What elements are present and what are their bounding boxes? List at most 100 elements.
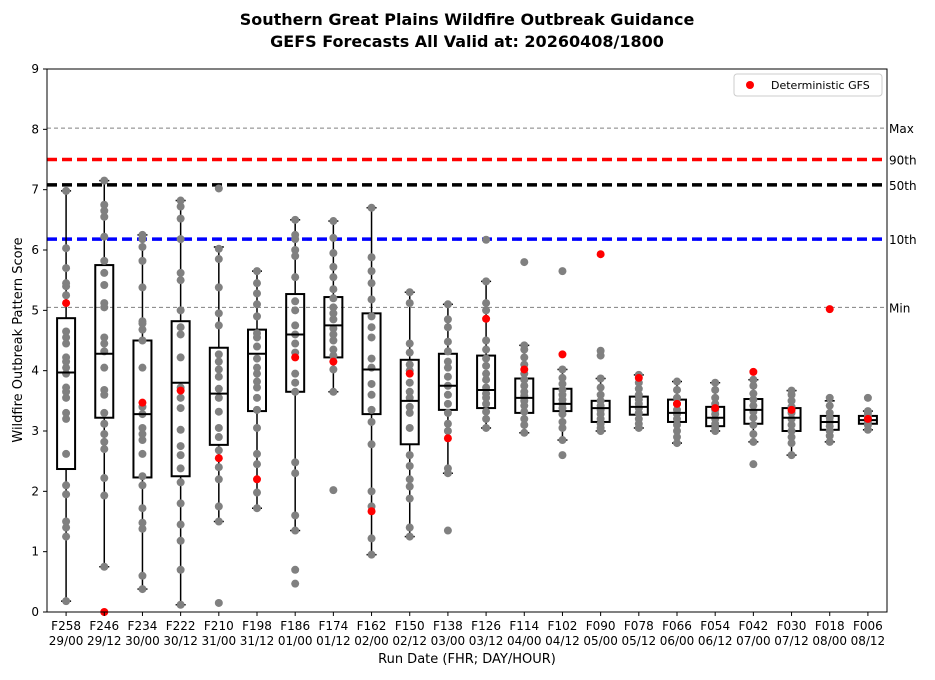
member-point bbox=[367, 203, 376, 212]
y-axis: 0 1 2 3 4 5 6 7 8 9 bbox=[31, 62, 47, 619]
member-point bbox=[214, 321, 223, 330]
y-tick-label: 9 bbox=[31, 62, 39, 76]
member-point bbox=[214, 309, 223, 318]
member-point bbox=[482, 306, 491, 315]
member-point bbox=[100, 445, 109, 454]
member-point bbox=[214, 407, 223, 416]
member-point bbox=[749, 413, 758, 422]
member-point bbox=[558, 417, 567, 426]
gfs-point bbox=[711, 404, 720, 413]
member-point bbox=[329, 273, 338, 282]
member-point bbox=[100, 363, 109, 372]
member-point bbox=[367, 333, 376, 342]
y-axis-label: Wildfire Outbreak Pattern Score bbox=[11, 237, 26, 442]
reference-label-10th: 10th bbox=[889, 233, 917, 247]
member-point bbox=[558, 423, 567, 432]
member-point bbox=[405, 402, 414, 411]
gfs-point bbox=[673, 399, 681, 408]
member-point bbox=[62, 408, 71, 417]
member-point bbox=[596, 390, 605, 399]
gfs-point bbox=[787, 405, 796, 414]
gfs-point bbox=[863, 414, 872, 423]
gfs-point bbox=[520, 365, 529, 374]
member-point bbox=[329, 233, 338, 242]
member-point bbox=[214, 423, 223, 432]
member-point bbox=[558, 379, 567, 388]
member-point bbox=[62, 327, 71, 336]
member-point bbox=[62, 597, 71, 606]
member-point bbox=[176, 323, 185, 332]
member-point bbox=[443, 337, 452, 346]
x-tick-label-fhr: F090 bbox=[586, 619, 616, 633]
member-point bbox=[405, 408, 414, 417]
member-point bbox=[62, 333, 71, 342]
member-point bbox=[329, 262, 338, 271]
reference-label-90th: 90th bbox=[889, 154, 917, 168]
member-point bbox=[138, 571, 147, 580]
member-point bbox=[749, 420, 758, 429]
member-point bbox=[100, 256, 109, 265]
x-tick-label-fhr: F078 bbox=[624, 619, 654, 633]
member-point bbox=[749, 389, 758, 398]
member-point bbox=[367, 550, 376, 559]
member-point bbox=[176, 276, 185, 285]
member-point bbox=[443, 323, 452, 332]
member-point bbox=[520, 375, 529, 384]
member-point bbox=[291, 378, 300, 387]
member-point bbox=[482, 423, 491, 432]
member-point bbox=[100, 232, 109, 241]
member-point bbox=[520, 407, 529, 416]
reference-label-min: Min bbox=[889, 301, 910, 315]
member-point bbox=[100, 419, 109, 428]
x-axis-label: Run Date (FHR; DAY/HOUR) bbox=[378, 652, 556, 667]
member-point bbox=[367, 323, 376, 332]
member-point bbox=[749, 375, 758, 384]
member-point bbox=[138, 423, 147, 432]
member-point bbox=[100, 408, 109, 417]
member-point bbox=[214, 365, 223, 374]
x-tick-label-date: 29/00 bbox=[49, 634, 84, 648]
member-point bbox=[176, 536, 185, 545]
member-point bbox=[291, 252, 300, 261]
member-point bbox=[138, 230, 147, 239]
y-tick-label: 2 bbox=[31, 484, 39, 498]
gfs-point bbox=[62, 299, 71, 308]
member-point bbox=[405, 461, 414, 470]
x-tick-label-date: 01/00 bbox=[278, 634, 313, 648]
member-point bbox=[100, 280, 109, 289]
box-f018 bbox=[819, 305, 840, 446]
member-point bbox=[214, 502, 223, 511]
member-point bbox=[291, 469, 300, 478]
member-point bbox=[443, 399, 452, 408]
member-point bbox=[291, 369, 300, 378]
member-point bbox=[291, 246, 300, 254]
member-point bbox=[329, 387, 338, 396]
member-point bbox=[291, 339, 300, 348]
member-point bbox=[673, 377, 681, 386]
member-point bbox=[749, 460, 758, 469]
member-point bbox=[138, 242, 147, 251]
member-point bbox=[62, 393, 71, 402]
member-point bbox=[482, 299, 491, 308]
member-point bbox=[443, 419, 452, 428]
member-point bbox=[253, 279, 261, 288]
x-tick-label-fhr: F210 bbox=[204, 619, 234, 633]
member-point bbox=[520, 381, 529, 390]
x-tick-label-date: 29/12 bbox=[87, 634, 122, 648]
member-point bbox=[482, 407, 491, 416]
member-point bbox=[253, 423, 261, 432]
member-point bbox=[405, 475, 414, 484]
member-point bbox=[291, 321, 300, 330]
member-point bbox=[367, 279, 376, 288]
member-point bbox=[100, 474, 109, 483]
member-point bbox=[443, 464, 452, 473]
member-point bbox=[787, 433, 796, 442]
member-point bbox=[291, 387, 300, 396]
y-tick-label: 8 bbox=[31, 122, 39, 136]
member-point bbox=[367, 417, 376, 426]
member-point bbox=[253, 460, 261, 469]
member-point bbox=[634, 414, 643, 423]
member-point bbox=[482, 336, 491, 345]
box-f174 bbox=[323, 217, 344, 495]
